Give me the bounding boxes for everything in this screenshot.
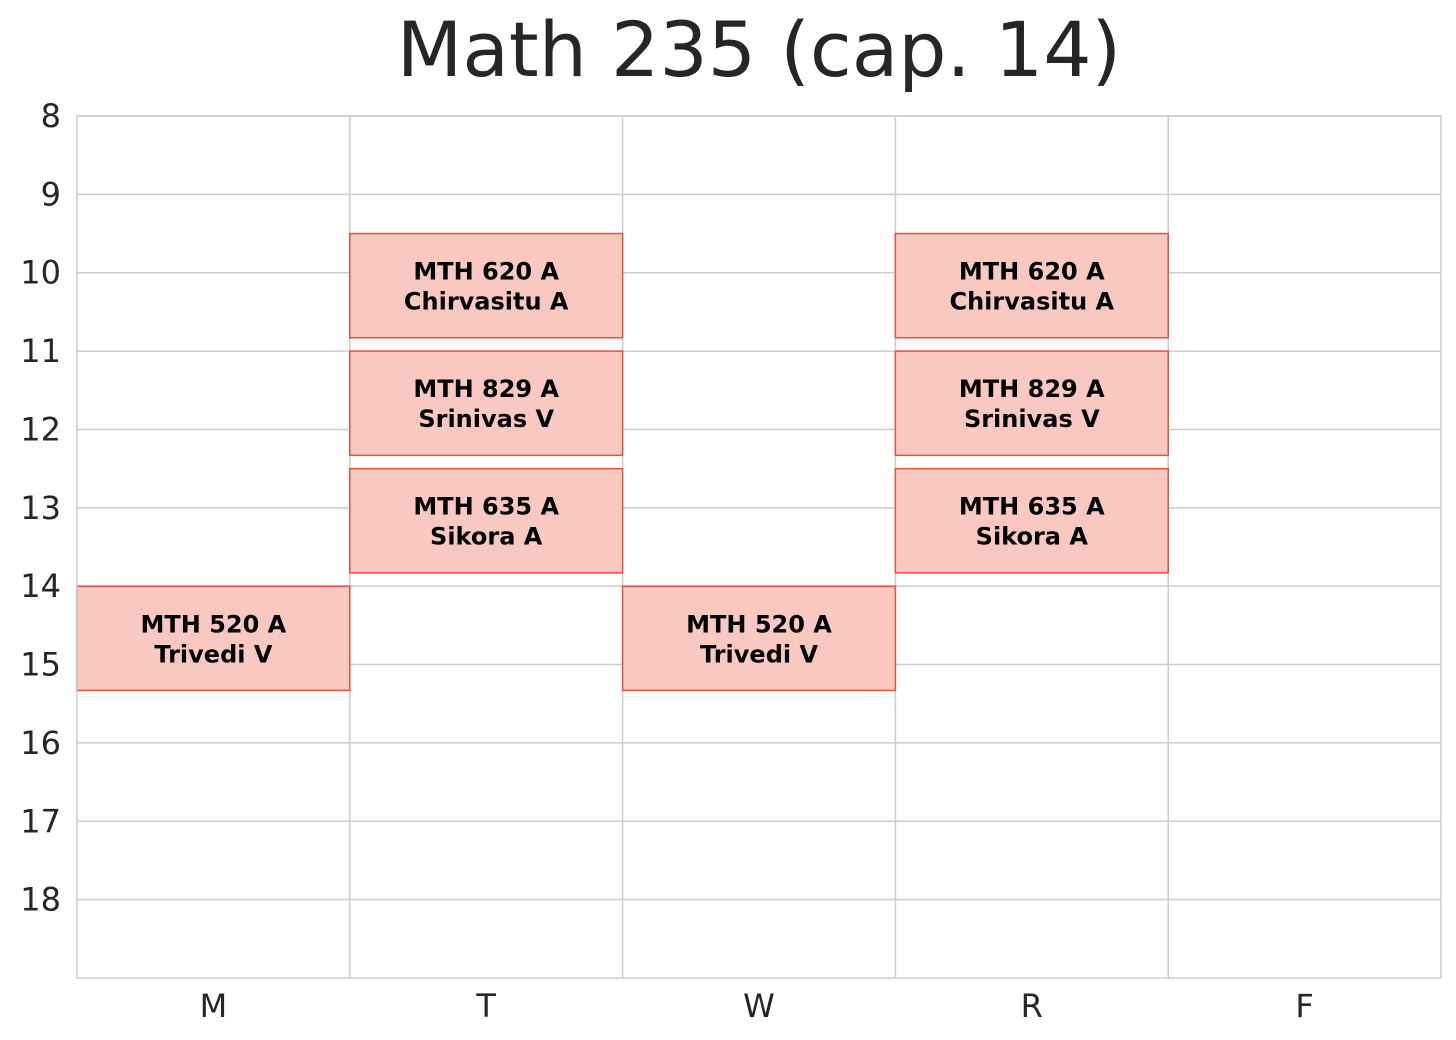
block-rect	[76, 585, 351, 692]
plot-frame	[76, 115, 1442, 979]
block-rect	[621, 585, 897, 692]
block-instructor-label: Sikora A	[976, 523, 1089, 551]
y-tick-label: 17	[20, 802, 61, 840]
y-tick-label: 16	[20, 724, 61, 762]
x-tick-label: M	[200, 987, 228, 1025]
block-instructor-label: Sikora A	[430, 523, 543, 551]
y-axis-ticks: 8 9 10 11 12 13 14 15 16 17 18	[20, 97, 61, 919]
block-course-label: MTH 635 A	[413, 493, 559, 521]
block-rect	[894, 350, 1169, 457]
block-instructor-label: Srinivas V	[418, 405, 554, 433]
grid-lines	[77, 115, 1441, 978]
block-rect	[894, 232, 1169, 339]
x-tick-label: W	[743, 987, 775, 1025]
x-tick-label: T	[475, 987, 496, 1025]
y-tick-label: 11	[20, 332, 61, 370]
y-tick-label: 10	[20, 254, 61, 292]
block-course-label: MTH 829 A	[959, 375, 1105, 403]
block-rect	[349, 350, 624, 457]
y-tick-label: 18	[20, 881, 61, 919]
y-tick-label: 15	[20, 646, 61, 684]
block-course-label: MTH 620 A	[413, 258, 559, 286]
block-course-label: MTH 620 A	[959, 258, 1105, 286]
chart-title: Math 235 (cap. 14)	[396, 5, 1122, 94]
y-tick-label: 8	[41, 97, 61, 135]
block-course-label: MTH 635 A	[959, 493, 1105, 521]
x-tick-label: F	[1295, 987, 1313, 1025]
block-instructor-label: Chirvasitu A	[949, 288, 1114, 316]
block-instructor-label: Srinivas V	[964, 405, 1100, 433]
block-rect	[894, 467, 1169, 574]
x-tick-label: R	[1021, 987, 1043, 1025]
block-instructor-label: Trivedi V	[700, 640, 818, 668]
y-tick-label: 9	[41, 175, 61, 213]
block-course-label: MTH 829 A	[413, 375, 559, 403]
block-course-label: MTH 520 A	[141, 610, 287, 638]
y-tick-label: 14	[20, 567, 61, 605]
y-tick-label: 13	[20, 489, 61, 527]
y-tick-label: 12	[20, 410, 61, 448]
block-instructor-label: Trivedi V	[154, 640, 272, 668]
block-rect	[349, 467, 624, 574]
block-rect	[349, 232, 624, 339]
block-instructor-label: Chirvasitu A	[404, 288, 569, 316]
block-course-label: MTH 520 A	[686, 610, 832, 638]
